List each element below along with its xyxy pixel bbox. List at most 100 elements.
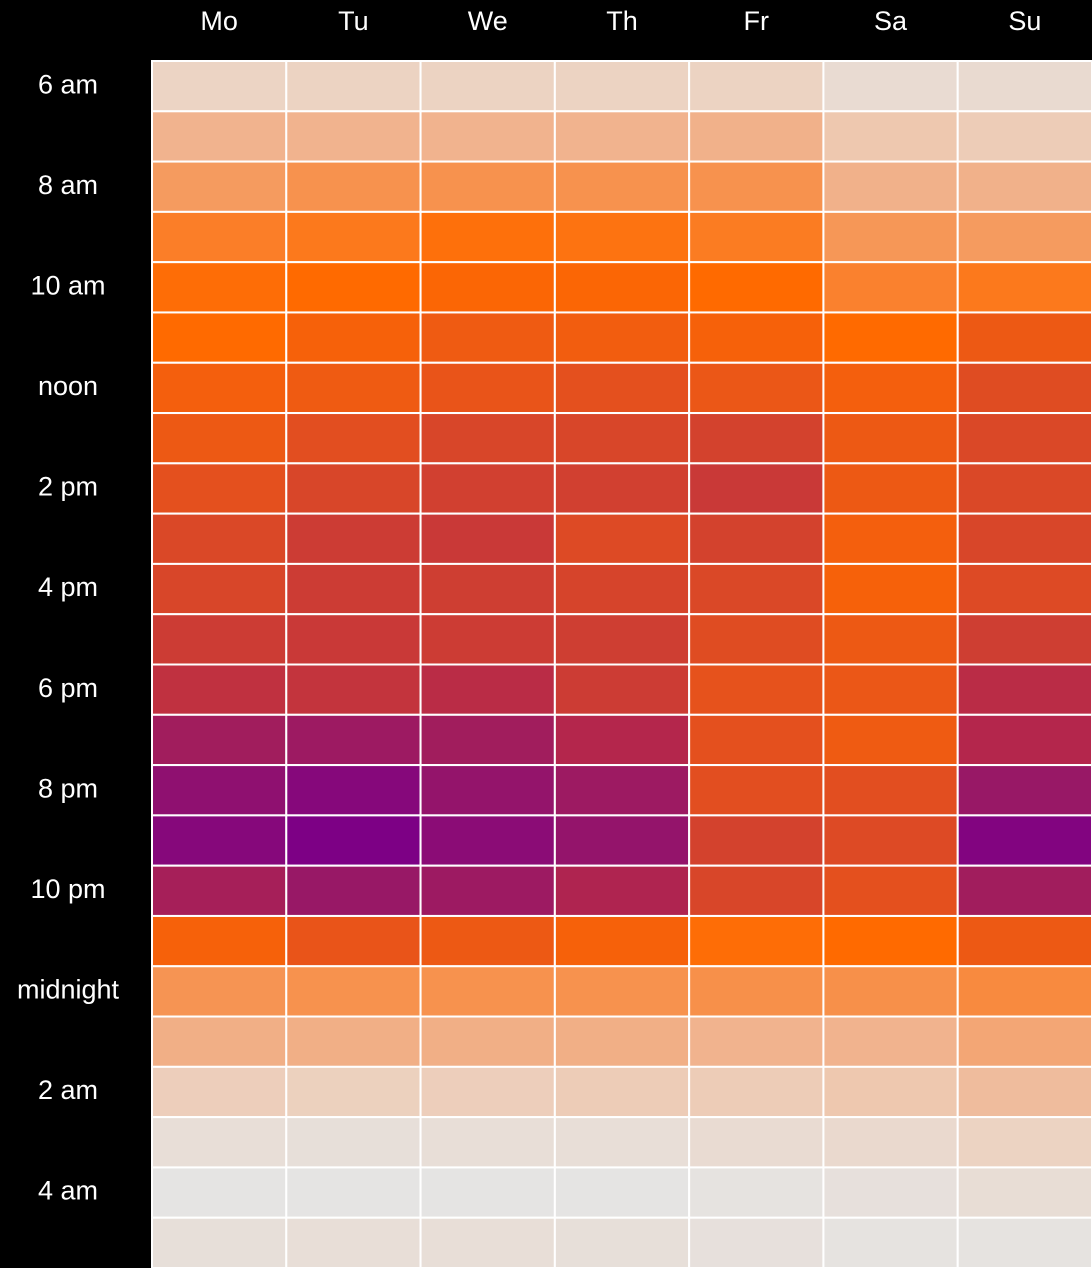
heatmap-cell-sa-11-pm xyxy=(822,914,959,968)
heatmap-cell-th-7-pm xyxy=(553,713,691,767)
heatmap-cell-su-6-pm xyxy=(956,663,1092,716)
day-label-mo: Mo xyxy=(200,6,238,36)
heatmap-cell-th-1-am xyxy=(553,1015,691,1068)
heatmap-cell-su-7-pm xyxy=(956,713,1092,767)
heatmap-cell-sa-7-am xyxy=(822,110,959,163)
heatmap-cell-mo-4-am xyxy=(151,1166,288,1219)
heatmap-cell-sa-3-am xyxy=(822,1116,959,1169)
heatmap-cell-fr-6-pm xyxy=(688,663,825,716)
heatmap-cell-su-8-pm xyxy=(956,764,1092,817)
heatmap-cell-th-9-am xyxy=(553,210,691,264)
heatmap-cell-tu-1-pm xyxy=(285,412,422,465)
heatmap-cell-th-10-pm xyxy=(553,864,691,917)
heatmap-cell-su-8-am xyxy=(956,160,1092,213)
heatmap-cell-we-11-am xyxy=(419,311,556,364)
heatmap-cell-sa-1-am xyxy=(822,1015,959,1068)
heatmap-cell-su-5-pm xyxy=(956,613,1092,666)
heatmap-cell-tu-9-pm xyxy=(285,814,422,867)
hour-label-10-am: 10 am xyxy=(30,270,105,300)
heatmap-cell-fr-2-pm xyxy=(688,462,825,515)
heatmap-cell-su-1-am xyxy=(956,1015,1092,1068)
heatmap-cell-tu-6-pm xyxy=(285,663,422,716)
heatmap-cell-th-3-am xyxy=(553,1116,691,1169)
heatmap-cell-sa-11-am xyxy=(822,311,959,364)
heatmap-cell-tu-10-pm xyxy=(285,864,422,917)
heatmap-cell-we-noon xyxy=(419,361,556,415)
heatmap-cell-we-7-am xyxy=(419,110,556,163)
heatmap-cells xyxy=(151,60,1092,1268)
heatmap-cell-th-11-am xyxy=(553,311,691,364)
heatmap-cell-we-3-am xyxy=(419,1116,556,1169)
heatmap-cell-tu-4-am xyxy=(285,1166,422,1219)
day-label-sa: Sa xyxy=(874,6,908,36)
heatmap-cell-tu-11-am xyxy=(285,311,422,364)
heatmap-cell-th-4-pm xyxy=(553,562,691,616)
heatmap-cell-th-2-am xyxy=(553,1065,691,1119)
heatmap-cell-mo-noon xyxy=(151,361,288,415)
heatmap-cell-su-2-pm xyxy=(956,462,1092,515)
heatmap-cell-su-4-am xyxy=(956,1166,1092,1219)
hour-label-4-pm: 4 pm xyxy=(38,572,98,602)
heatmap-cell-tu-7-am xyxy=(285,110,422,163)
heatmap-cell-mo-8-pm xyxy=(151,764,288,817)
heatmap-cell-we-5-pm xyxy=(419,613,556,666)
heatmap-cell-su-5-am xyxy=(956,1216,1092,1268)
heatmap-cell-tu-3-am xyxy=(285,1116,422,1169)
heatmap-cell-sa-5-am xyxy=(822,1216,959,1268)
heatmap-cell-mo-3-am xyxy=(151,1116,288,1169)
heatmap-cell-fr-8-am xyxy=(688,160,825,213)
day-label-su: Su xyxy=(1008,6,1041,36)
heatmap-cell-su-9-am xyxy=(956,210,1092,264)
day-label-th: Th xyxy=(606,6,638,36)
heatmap-cell-we-2-pm xyxy=(419,462,556,515)
heatmap-cell-su-noon xyxy=(956,361,1092,415)
heatmap-cell-we-9-am xyxy=(419,210,556,264)
heatmap-cell-we-7-pm xyxy=(419,713,556,767)
heatmap-cell-fr-9-am xyxy=(688,210,825,264)
hour-label-noon: noon xyxy=(38,371,98,401)
heatmap-cell-tu-1-am xyxy=(285,1015,422,1068)
heatmap-cell-fr-1-am xyxy=(688,1015,825,1068)
hour-label-8-am: 8 am xyxy=(38,170,98,200)
heatmap-cell-mo-9-am xyxy=(151,210,288,264)
heatmap-cell-we-5-am xyxy=(419,1216,556,1268)
heatmap-cell-we-6-am xyxy=(419,60,556,113)
heatmap-cell-we-10-pm xyxy=(419,864,556,917)
heatmap-cell-tu-noon xyxy=(285,361,422,415)
heatmap-cell-th-10-am xyxy=(553,261,691,314)
heatmap-cell-fr-3-pm xyxy=(688,512,825,565)
heatmap-cell-tu-8-pm xyxy=(285,764,422,817)
heatmap-cell-fr-noon xyxy=(688,361,825,415)
heatmap-cell-mo-8-am xyxy=(151,160,288,213)
heatmap-cell-su-10-am xyxy=(956,261,1092,314)
heatmap-cell-su-11-am xyxy=(956,311,1092,364)
heatmap-cell-mo-10-pm xyxy=(151,864,288,917)
heatmap-cell-we-10-am xyxy=(419,261,556,314)
heatmap-cell-th-7-am xyxy=(553,110,691,163)
heatmap-cell-th-6-am xyxy=(553,60,691,113)
heatmap-cell-fr-10-pm xyxy=(688,864,825,917)
heatmap-cell-fr-midnight xyxy=(688,965,825,1018)
heatmap-cell-mo-6-am xyxy=(151,60,288,113)
heatmap-cell-th-9-pm xyxy=(553,814,691,867)
heatmap-cell-sa-7-pm xyxy=(822,713,959,767)
heatmap-cell-we-midnight xyxy=(419,965,556,1018)
heatmap-cell-su-2-am xyxy=(956,1065,1092,1119)
heatmap-cell-we-11-pm xyxy=(419,914,556,968)
hour-label-4-am: 4 am xyxy=(38,1176,98,1206)
heatmap-cell-mo-4-pm xyxy=(151,562,288,616)
heatmap-cell-tu-4-pm xyxy=(285,562,422,616)
heatmap-cell-su-6-am xyxy=(956,60,1092,113)
heatmap-cell-sa-10-pm xyxy=(822,864,959,917)
heatmap-cell-su-10-pm xyxy=(956,864,1092,917)
heatmap-cell-sa-10-am xyxy=(822,261,959,314)
heatmap-cell-we-4-pm xyxy=(419,562,556,616)
heatmap-cell-mo-7-pm xyxy=(151,713,288,767)
heatmap-cell-fr-4-pm xyxy=(688,562,825,616)
heatmap-cell-fr-7-am xyxy=(688,110,825,163)
heatmap-cell-fr-6-am xyxy=(688,60,825,113)
heatmap-cell-mo-1-pm xyxy=(151,412,288,465)
heatmap-cell-mo-3-pm xyxy=(151,512,288,565)
heatmap-cell-mo-2-am xyxy=(151,1065,288,1119)
